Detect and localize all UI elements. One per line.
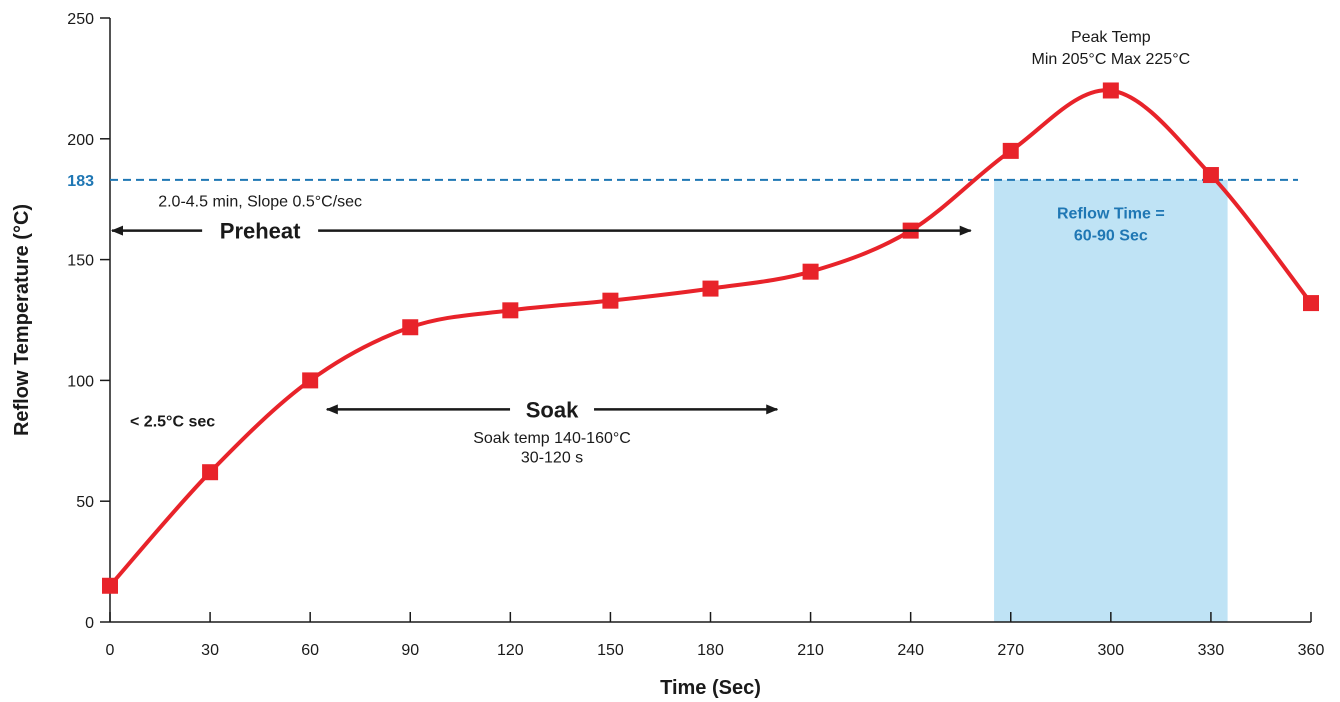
- y-tick-label: 100: [67, 373, 94, 390]
- data-point-30: [202, 464, 219, 481]
- ramp-rate-label: < 2.5°C sec: [130, 413, 215, 430]
- data-point-60: [302, 372, 319, 389]
- x-tick-label: 120: [497, 642, 524, 659]
- data-point-300: [1102, 82, 1119, 99]
- y-tick-label: 250: [67, 11, 94, 28]
- data-point-180: [702, 280, 719, 297]
- soak-temp-note: Soak temp 140-160°C: [473, 430, 631, 447]
- data-point-360: [1303, 295, 1319, 312]
- y-axis-title: Reflow Temperature (°C): [11, 204, 33, 436]
- data-point-120: [502, 302, 519, 319]
- y-tick-label: 50: [76, 494, 94, 511]
- x-tick-label: 240: [897, 642, 924, 659]
- reflow-time-region: [994, 179, 1228, 622]
- preheat-note: 2.0-4.5 min, Slope 0.5°C/sec: [158, 193, 362, 210]
- peak-temp-range: Min 205°C Max 225°C: [1032, 51, 1191, 68]
- x-tick-label: 90: [401, 642, 419, 659]
- x-tick-label: 0: [106, 642, 115, 659]
- data-point-90: [402, 319, 419, 336]
- x-axis-title: Time (Sec): [660, 677, 761, 699]
- soak-label: Soak: [526, 397, 579, 422]
- x-tick-label: 360: [1298, 642, 1325, 659]
- x-tick-label: 210: [797, 642, 824, 659]
- x-tick-label: 60: [301, 642, 319, 659]
- data-point-330: [1202, 167, 1219, 184]
- data-point-0: [102, 577, 118, 594]
- data-point-markers: [102, 82, 1319, 594]
- soak-time-note: 30-120 s: [521, 450, 583, 467]
- y-tick-label: 0: [85, 615, 94, 632]
- data-point-150: [602, 292, 619, 309]
- reflow-time-label: Reflow Time =: [1057, 206, 1165, 223]
- data-point-210: [802, 263, 819, 280]
- liquidus-reference-label: 183: [67, 173, 94, 190]
- x-tick-label: 330: [1198, 642, 1225, 659]
- y-tick-label: 150: [67, 253, 94, 270]
- data-point-270: [1002, 142, 1019, 159]
- peak-temp-label: Peak Temp: [1071, 29, 1151, 46]
- y-tick-label: 200: [67, 132, 94, 149]
- x-tick-label: 30: [201, 642, 219, 659]
- x-tick-label: 150: [597, 642, 624, 659]
- preheat-label: Preheat: [220, 219, 301, 244]
- x-tick-label: 300: [1097, 642, 1124, 659]
- reflow-time-range: 60-90 Sec: [1074, 227, 1148, 244]
- x-tick-label: 270: [997, 642, 1024, 659]
- y-axis: 0 50 100 150 200 250: [67, 11, 111, 632]
- x-tick-label: 180: [697, 642, 724, 659]
- x-axis: 0 30 60 90 120 150 180 210 240 270 300 330 360: [106, 612, 1325, 659]
